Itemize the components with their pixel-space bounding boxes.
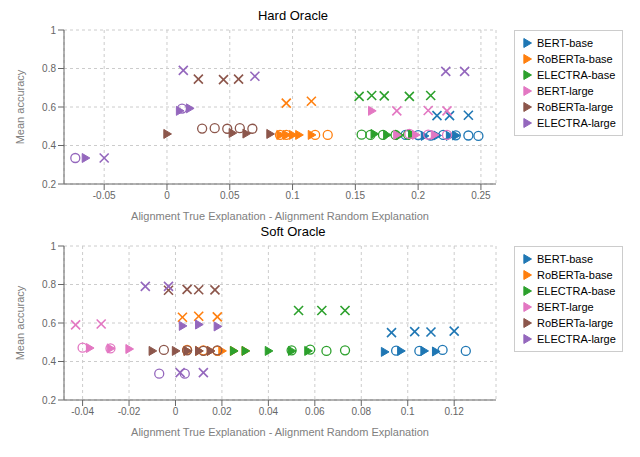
svg-text:0.25: 0.25 xyxy=(471,190,491,201)
html-text:ELECTRA-large: ELECTRA-large xyxy=(537,333,616,345)
html-text:RoBERTa-large: RoBERTa-large xyxy=(537,317,614,329)
svg-text:0.06: 0.06 xyxy=(305,406,325,417)
html-text:BERT-large: BERT-large xyxy=(537,301,594,313)
svg-text:1: 1 xyxy=(50,241,56,252)
svg-text:0.05: 0.05 xyxy=(220,190,240,201)
svg-text:0.4: 0.4 xyxy=(42,140,56,151)
svg-text:Alignment True Explanation - A: Alignment True Explanation - Alignment R… xyxy=(131,210,429,222)
svg-text:-0.05: -0.05 xyxy=(93,190,116,201)
svg-text:0.8: 0.8 xyxy=(42,63,56,74)
svg-text:0: 0 xyxy=(173,406,179,417)
html-text:RoBERTa-base: RoBERTa-base xyxy=(537,53,613,65)
svg-text:0.15: 0.15 xyxy=(346,190,366,201)
html-text:BERT-large: BERT-large xyxy=(537,85,594,97)
svg-text:-0.04: -0.04 xyxy=(71,406,94,417)
svg-text:0.04: 0.04 xyxy=(259,406,279,417)
html-text:RoBERTa-large: RoBERTa-large xyxy=(537,101,614,113)
svg-text:Mean accuracy: Mean accuracy xyxy=(14,285,26,360)
svg-text:0.6: 0.6 xyxy=(42,102,56,113)
svg-text:0.12: 0.12 xyxy=(444,406,464,417)
svg-text:0.08: 0.08 xyxy=(352,406,372,417)
html-text:RoBERTa-base: RoBERTa-base xyxy=(537,269,613,281)
html-text:ELECTRA-base: ELECTRA-base xyxy=(537,69,616,81)
svg-text:Mean accuracy: Mean accuracy xyxy=(14,69,26,144)
svg-text:0.2: 0.2 xyxy=(411,190,425,201)
svg-text:0.1: 0.1 xyxy=(401,406,415,417)
svg-text:0.8: 0.8 xyxy=(42,279,56,290)
html-text:ELECTRA-large: ELECTRA-large xyxy=(537,117,616,129)
html-text:BERT-base: BERT-base xyxy=(537,253,594,265)
html-text:ELECTRA-base: ELECTRA-base xyxy=(537,285,616,297)
svg-text:0.4: 0.4 xyxy=(42,356,56,367)
svg-text:0: 0 xyxy=(164,190,170,201)
html-text:Hard Oracle: Hard Oracle xyxy=(258,8,328,23)
svg-text:0.2: 0.2 xyxy=(42,395,56,406)
html-text:Soft Oracle: Soft Oracle xyxy=(260,224,326,239)
svg-text:1: 1 xyxy=(50,25,56,36)
svg-text:0.02: 0.02 xyxy=(212,406,232,417)
svg-text:0.2: 0.2 xyxy=(42,179,56,190)
svg-text:-0.02: -0.02 xyxy=(118,406,141,417)
svg-text:0.1: 0.1 xyxy=(286,190,300,201)
svg-text:Alignment True Explanation - A: Alignment True Explanation - Alignment R… xyxy=(131,426,429,438)
svg-text:0.6: 0.6 xyxy=(42,318,56,329)
html-text:BERT-base: BERT-base xyxy=(537,37,594,49)
